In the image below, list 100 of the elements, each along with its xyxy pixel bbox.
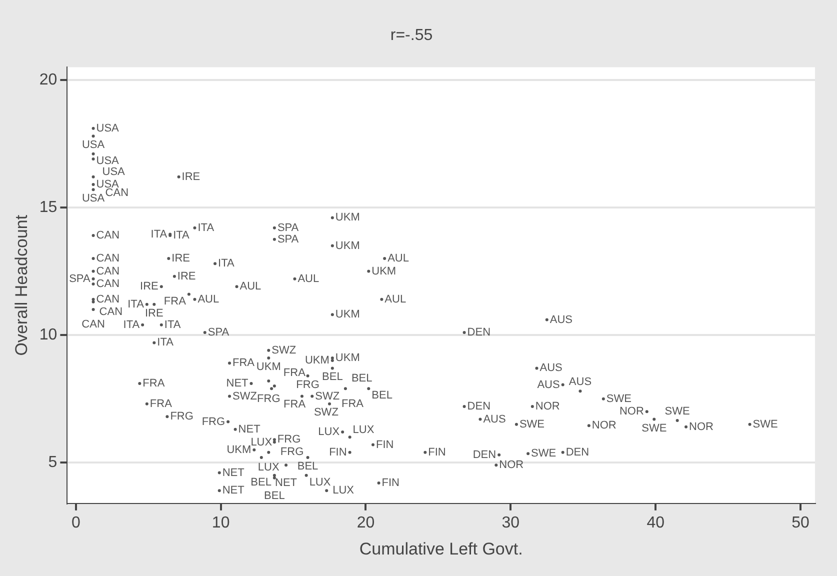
- data-label: FRA: [283, 367, 306, 380]
- data-label: AUS: [568, 376, 592, 388]
- data-label: FRA: [342, 398, 364, 410]
- data-label: NET: [226, 378, 249, 390]
- data-label: SWE: [664, 406, 690, 418]
- data-label: NOR: [592, 420, 616, 432]
- data-label: FRG: [277, 434, 301, 446]
- data-label: FRG: [280, 446, 304, 458]
- data-label: SPA: [277, 233, 300, 246]
- x-tick-label: 0: [71, 514, 80, 532]
- data-label: UKM: [256, 361, 281, 374]
- data-label: NET: [275, 477, 298, 490]
- data-label: UKM: [335, 212, 360, 224]
- data-label: DEN: [467, 400, 491, 412]
- data-label: AUL: [240, 280, 262, 293]
- data-label: BEL: [264, 490, 285, 502]
- data-label: ITA: [198, 222, 215, 234]
- data-label: NOR: [619, 406, 644, 418]
- data-label: CAN: [96, 265, 120, 278]
- y-axis-title: Overall Headcount: [12, 214, 31, 356]
- data-label: IRE: [177, 270, 196, 282]
- y-tick-label: 10: [39, 326, 58, 344]
- data-label: UKM: [335, 240, 360, 252]
- data-label: CAN: [96, 252, 120, 265]
- data-label: FIN: [382, 477, 400, 490]
- data-label: SWE: [606, 392, 632, 405]
- data-label: BEL: [322, 371, 343, 384]
- data-label: AUS: [540, 362, 562, 374]
- data-label: AUS: [550, 314, 573, 326]
- data-label: FIN: [428, 446, 446, 458]
- data-label: LUX: [250, 436, 273, 449]
- x-tick-label: 40: [646, 514, 665, 532]
- data-label: SPA: [69, 272, 91, 285]
- data-label: SWE: [752, 418, 778, 430]
- data-label: SWZ: [314, 406, 339, 418]
- x-tick-label: 30: [502, 514, 520, 532]
- data-label: ITA: [150, 228, 168, 240]
- data-label: UKM: [372, 265, 396, 278]
- data-label: NOR: [689, 420, 714, 433]
- data-label: FIN: [376, 438, 394, 451]
- data-label: AUS: [483, 413, 506, 426]
- data-label: FIN: [329, 446, 347, 458]
- data-label: USA: [82, 192, 106, 205]
- data-label: BEL: [250, 476, 272, 488]
- data-label: ITA: [218, 258, 235, 270]
- data-label: ITA: [123, 318, 140, 331]
- data-label: FRG: [202, 416, 226, 428]
- data-label: FRG: [257, 392, 280, 405]
- x-tick-label: 10: [212, 514, 230, 532]
- data-label: DEN: [467, 326, 491, 339]
- data-label: FRG: [296, 378, 320, 391]
- chart-title: r=-.55: [390, 27, 433, 44]
- y-tick-label: 15: [39, 198, 58, 216]
- data-label: NET: [238, 423, 261, 436]
- data-label: FRA: [284, 398, 306, 411]
- data-label: IRE: [144, 307, 164, 320]
- data-label: FRA: [150, 398, 173, 410]
- data-label: IRE: [182, 170, 200, 183]
- data-label: LUX: [309, 476, 332, 488]
- data-label: USA: [96, 154, 120, 167]
- data-label: ITA: [157, 336, 174, 349]
- data-label: AUL: [298, 272, 320, 285]
- data-label: AUL: [388, 252, 409, 265]
- data-label: SWZ: [272, 344, 296, 356]
- data-label: USA: [82, 139, 106, 152]
- data-label: AUS: [537, 378, 560, 391]
- y-tick-label: 5: [48, 454, 58, 471]
- data-label: UKM: [304, 354, 330, 367]
- data-label: NOR: [535, 400, 560, 412]
- data-label: FRG: [170, 410, 194, 423]
- y-tick-label: 20: [39, 71, 58, 88]
- data-label: NET: [222, 466, 245, 479]
- x-tick-label: 20: [356, 514, 375, 532]
- data-label: UKM: [335, 352, 360, 364]
- data-label: AUL: [198, 293, 220, 306]
- data-label: LUX: [352, 424, 375, 436]
- data-label: SWZ: [232, 390, 258, 402]
- data-label: NOR: [499, 459, 524, 472]
- data-label: BEL: [297, 460, 318, 473]
- x-tick-label: 50: [792, 514, 810, 532]
- data-label: NET: [222, 484, 245, 497]
- data-label: FRA: [142, 378, 166, 390]
- data-label: BEL: [351, 372, 372, 385]
- x-axis-title: Cumulative Left Govt.: [359, 539, 523, 558]
- data-label: SPA: [277, 222, 300, 234]
- data-label: SWE: [531, 448, 556, 460]
- data-label: CAN: [96, 230, 120, 242]
- data-label: LUX: [258, 461, 280, 474]
- data-label: ITA: [128, 298, 145, 310]
- data-label: UKM: [226, 444, 252, 456]
- data-label: SWZ: [315, 390, 340, 402]
- data-label: CAN: [99, 306, 123, 318]
- data-label: AUL: [384, 293, 406, 306]
- data-label: FRA: [164, 295, 187, 308]
- data-label: FRA: [232, 357, 256, 370]
- data-label: USA: [102, 166, 126, 178]
- data-label: ITA: [164, 318, 182, 331]
- data-label: SWE: [642, 422, 667, 434]
- data-label: ITA: [173, 230, 190, 242]
- data-label: CAN: [96, 278, 120, 290]
